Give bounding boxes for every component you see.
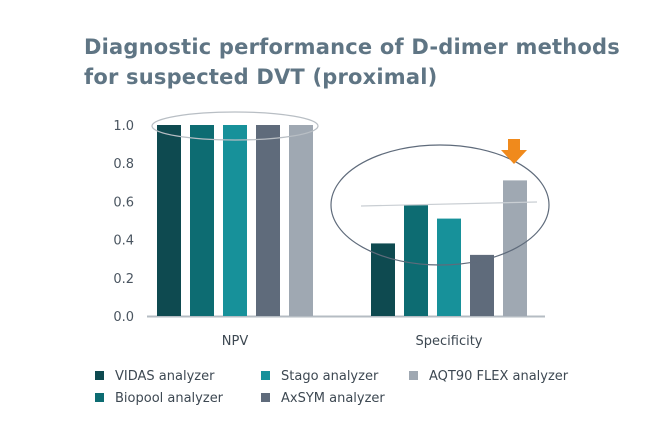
bar-specificity-2 — [404, 205, 428, 316]
bar-npv-3 — [223, 125, 247, 316]
y-tick-label: 1.0 — [113, 119, 134, 134]
legend-swatch — [95, 393, 104, 402]
legend-label: Biopool analyzer — [115, 391, 224, 406]
legend-swatch — [409, 371, 418, 380]
x-tick-label: NPV — [222, 334, 249, 349]
bar-specificity-4 — [470, 254, 494, 316]
y-tick-label: 0.2 — [113, 272, 134, 287]
legend-label: AxSYM analyzer — [281, 391, 385, 406]
y-tick-label: 0.8 — [113, 157, 134, 172]
bar-npv-5 — [289, 125, 313, 316]
title-line-2: for suspected DVT (proximal) — [84, 65, 438, 89]
legend-label: AQT90 FLEX analyzer — [429, 369, 569, 384]
x-tick-label: Specificity — [416, 334, 483, 349]
down-arrow-icon — [501, 139, 527, 164]
bar-specificity-3 — [437, 218, 461, 316]
y-tick-label: 0.4 — [113, 234, 134, 249]
legend-swatch — [261, 393, 270, 402]
legend-swatch — [261, 371, 270, 380]
bar-npv-4 — [256, 125, 280, 316]
y-tick-label: 0.0 — [113, 310, 134, 325]
bar-npv-1 — [157, 125, 181, 316]
reference-line — [360, 201, 538, 207]
highlight-ellipse-specificity — [330, 144, 550, 266]
title-line-1: Diagnostic performance of D-dimer method… — [84, 35, 620, 59]
legend-label: Stago analyzer — [281, 369, 379, 384]
y-tick-label: 0.6 — [113, 195, 134, 210]
legend-label: VIDAS analyzer — [115, 369, 215, 384]
bar-specificity-1 — [371, 243, 395, 316]
legend-swatch — [95, 371, 104, 380]
bar-npv-2 — [190, 125, 214, 316]
highlight-ellipse-npv — [151, 111, 319, 141]
chart-title: Diagnostic performance of D-dimer method… — [84, 32, 620, 92]
